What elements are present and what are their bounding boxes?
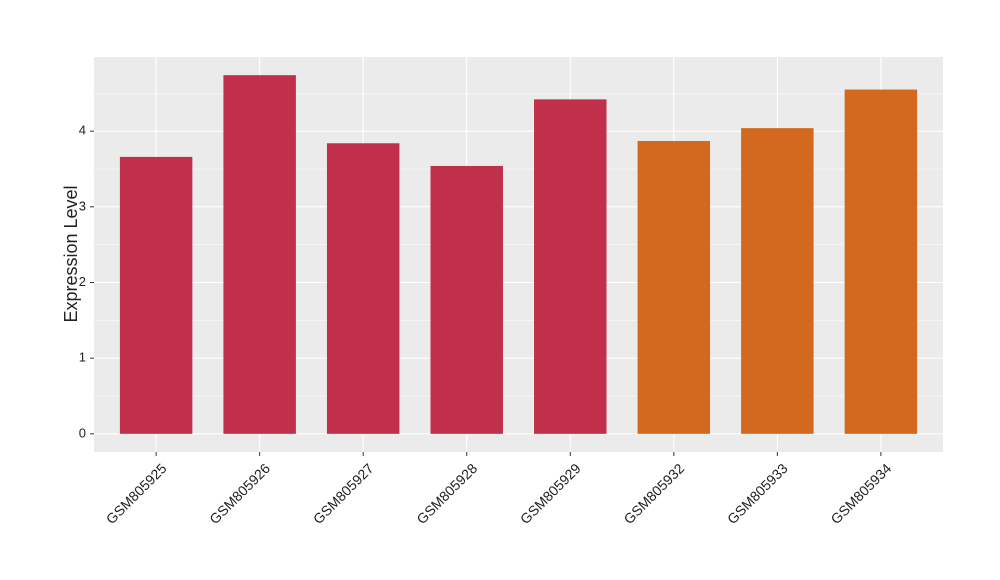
y-axis-title: Expression Level <box>61 185 81 322</box>
bar <box>844 89 918 434</box>
y-tick-label: 0 <box>79 425 86 440</box>
x-tick-label: GSM805927 <box>310 460 377 527</box>
y-tick-label: 3 <box>79 198 86 213</box>
bar <box>223 75 296 434</box>
x-tick-label: GSM805925 <box>103 460 170 527</box>
bar <box>430 165 503 434</box>
bar <box>637 140 711 434</box>
y-tick-label: 1 <box>79 350 86 365</box>
x-tick-label: GSM805929 <box>517 460 584 527</box>
panel <box>94 57 943 452</box>
x-tick-label: GSM805932 <box>620 460 687 527</box>
x-tick-label: GSM805934 <box>827 460 894 527</box>
x-tick-label: GSM805928 <box>413 460 480 527</box>
bar <box>741 128 814 434</box>
x-tick-label: GSM805933 <box>724 460 791 527</box>
x-tick-label: GSM805926 <box>206 460 273 527</box>
bar <box>119 156 193 434</box>
bar <box>326 143 400 434</box>
y-tick-label: 4 <box>79 123 86 138</box>
bar <box>534 99 607 434</box>
y-tick-label: 2 <box>79 274 86 289</box>
